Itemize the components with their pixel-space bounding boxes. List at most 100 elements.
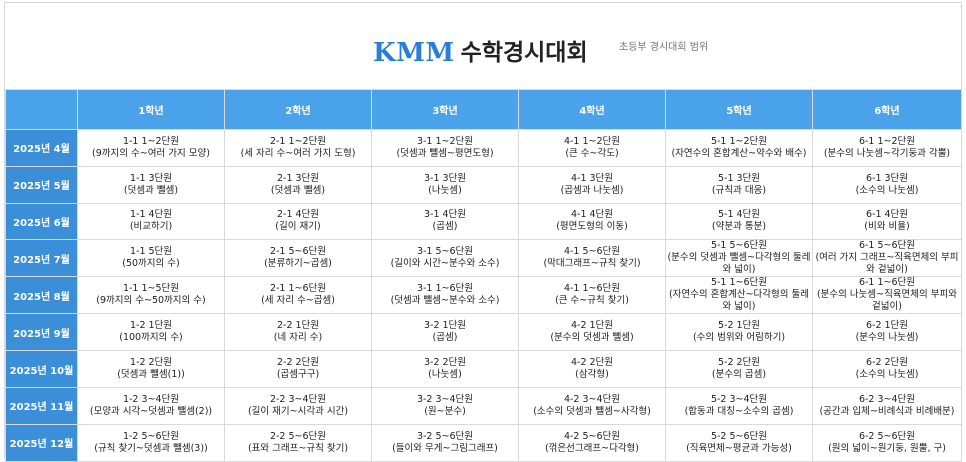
topic-label: (덧셈과 뺄셈) [123, 184, 179, 196]
table-cell: 1-1 4단원 (비교하기) [77, 202, 225, 241]
table-cell: 2-2 5~6단원 (표와 그래프~규칙 찾기) [224, 423, 372, 462]
table-cell: 6-1 1~2단원 (분수의 나눗셈~각기둥과 각뿔) [812, 129, 962, 167]
table-cell: 2-1 1~6단원 (세 자리 수~곱셈) [224, 276, 372, 315]
topic-label: (규칙과 대응) [711, 184, 767, 196]
topic-label: (분류하기~곱셈) [264, 258, 332, 270]
table-cell: 6-1 1~6단원 (분수의 나눗셈~직육면체의 부피와 겉넓이) [812, 276, 962, 315]
topic-label: (소수의 나눗셈) [855, 369, 919, 381]
table-cell: 1-1 1~5단원 (9까지의 수~50까지의 수) [77, 276, 225, 315]
table-cell: 1-2 5~6단원 (규칙 찾기~덧셈과 뺄셈(3)) [77, 423, 225, 462]
unit-label: 1-2 3~4단원 [122, 393, 180, 405]
table-cell: 5-2 2단원 (분수의 곱셈) [665, 350, 813, 388]
table-row: 2025년 5월 1-1 3단원 (덧셈과 뺄셈) 2-1 3단원 (덧셈과 뺄셈) 3-… [5, 165, 962, 204]
table-cell: 4-1 5~6단원 (막대그래프~규칙 찾기) [518, 239, 666, 278]
topic-label: (9까지의 수~여러 가지 모양) [92, 147, 210, 159]
table-cell: 1-1 5단원 (50까지의 수) [77, 239, 225, 278]
table-cell: 3-1 1~6단원 (덧셈과 뺄셈~분수와 소수) [371, 276, 519, 315]
topic-label: (소수의 덧셈과 뺄셈~사각형) [533, 405, 651, 417]
topic-label: (여러 가지 그래프~직육면체의 부피와 겉넓이) [815, 252, 959, 276]
table-corner-cell [5, 89, 78, 130]
topic-label: (분수의 나눗셈~각기둥과 각뿔) [823, 147, 951, 159]
unit-label: 2-1 1~2단원 [269, 135, 327, 147]
topic-label: (원의 넓이~원기둥, 원뿔, 구) [828, 442, 946, 454]
unit-label: 5-1 4단원 [717, 209, 761, 221]
table-cell: 2-1 5~6단원 (분류하기~곱셈) [224, 239, 372, 278]
table-cell: 6-2 3~4단원 (공간과 입체~비례식과 비례배분) [812, 386, 962, 425]
topic-label: (나눗셈) [428, 369, 462, 381]
table-cell: 4-2 1단원 (분수의 덧셈과 뺄셈) [518, 313, 666, 352]
unit-label: 3-1 4단원 [423, 209, 467, 221]
table-row: 2025년 9월 1-2 1단원 (100까지의 수) 2-2 1단원 (네 자리 수)… [5, 313, 962, 352]
topic-label: (소수의 나눗셈) [855, 184, 919, 196]
unit-label: 4-2 3~4단원 [563, 393, 621, 405]
table-cell: 2-1 3단원 (덧셈과 뺄셈) [224, 165, 372, 204]
row-header-month: 2025년 5월 [5, 165, 78, 204]
unit-label: 3-2 5~6단원 [416, 430, 474, 442]
unit-label: 5-2 2단원 [717, 357, 761, 369]
table-row: 2025년 12월 1-2 5~6단원 (규칙 찾기~덧셈과 뺄셈(3)) 2-2 5… [5, 423, 962, 462]
topic-label: (분수의 나눗셈~직육면체의 부피와 겉넓이) [816, 289, 958, 313]
unit-label: 5-1 1~6단원 [710, 277, 768, 289]
unit-label: 1-1 1~2단원 [122, 135, 180, 147]
unit-label: 4-1 3단원 [570, 172, 614, 184]
table-row: 2025년 11월 1-2 3~4단원 (모양과 시각~덧셈과 뺄셈(2)) 2-2 … [5, 386, 962, 425]
unit-label: 4-1 1~2단원 [563, 135, 621, 147]
table-cell: 1-2 3~4단원 (모양과 시각~덧셈과 뺄셈(2)) [77, 386, 225, 425]
unit-label: 3-1 5~6단원 [416, 246, 474, 258]
unit-label: 5-1 5~6단원 [710, 240, 768, 252]
table-row: 2025년 8월 1-1 1~5단원 (9까지의 수~50까지의 수) 2-1 1~6… [5, 276, 962, 315]
column-header: 1학년 [77, 89, 225, 130]
column-header: 6학년 [812, 89, 962, 130]
table-cell: 5-1 3단원 (규칙과 대응) [665, 165, 813, 204]
table-cell: 5-1 4단원 (약분과 통분) [665, 202, 813, 241]
topic-label: (100까지의 수) [119, 332, 183, 344]
unit-label: 4-2 1단원 [570, 320, 614, 332]
unit-label: 1-2 5~6단원 [122, 430, 180, 442]
row-header-month: 2025년 8월 [5, 276, 78, 315]
unit-label: 1-2 1단원 [129, 320, 173, 332]
title-group: KMM 수학경시대회 [373, 33, 588, 67]
table-cell: 4-2 2단원 (삼각형) [518, 350, 666, 388]
table-cell: 3-1 1~2단원 (덧셈과 뺄셈~평면도형) [371, 129, 519, 167]
topic-label: (길이 재기) [275, 221, 321, 233]
unit-label: 5-2 5~6단원 [710, 430, 768, 442]
table-body: 2025년 4월 1-1 1~2단원 (9까지의 수~여러 가지 모양) 2-1 1~… [5, 129, 962, 462]
table-cell: 5-1 1~6단원 (자연수의 혼합계산~다각형의 둘레와 넓이) [665, 276, 813, 315]
topic-label: (원~분수) [424, 405, 466, 417]
topic-label: (삼각형) [575, 369, 609, 381]
unit-label: 6-2 5~6단원 [858, 430, 916, 442]
topic-label: (분수의 덧셈과 뺄셈) [550, 332, 634, 344]
column-header: 3학년 [371, 89, 519, 130]
unit-label: 3-2 1단원 [423, 320, 467, 332]
table-cell: 4-1 1~6단원 (큰 수~규칙 찾기) [518, 276, 666, 315]
row-header-month: 2025년 12월 [5, 423, 78, 462]
unit-label: 2-2 3~4단원 [269, 393, 327, 405]
row-header-month: 2025년 6월 [5, 202, 78, 241]
unit-label: 6-1 1~6단원 [858, 277, 916, 289]
topic-label: (덧셈과 뺄셈(1)) [117, 369, 185, 381]
topic-label: (평면도형의 이동) [556, 221, 628, 233]
unit-label: 3-2 3~4단원 [416, 393, 474, 405]
row-header-month: 2025년 4월 [5, 129, 78, 167]
topic-label: (50까지의 수) [122, 258, 180, 270]
row-header-month: 2025년 10월 [5, 350, 78, 388]
topic-label: (곱셈) [432, 332, 458, 344]
unit-label: 6-2 2단원 [865, 357, 909, 369]
table-row: 2025년 7월 1-1 5단원 (50까지의 수) 2-1 5~6단원 (분류하기~곱… [5, 239, 962, 278]
table-cell: 3-2 1단원 (곱셈) [371, 313, 519, 352]
table-row: 2025년 6월 1-1 4단원 (비교하기) 2-1 4단원 (길이 재기) 3-1 4… [5, 202, 962, 241]
table-cell: 4-1 4단원 (평면도형의 이동) [518, 202, 666, 241]
topic-label: (곱셈구구) [276, 369, 320, 381]
table-cell: 4-2 5~6단원 (꺾은선그래프~다각형) [518, 423, 666, 462]
unit-label: 6-1 3단원 [865, 172, 909, 184]
unit-label: 1-1 5단원 [129, 246, 173, 258]
column-header: 4학년 [518, 89, 666, 130]
table-cell: 2-2 2단원 (곱셈구구) [224, 350, 372, 388]
unit-label: 5-1 1~2단원 [710, 135, 768, 147]
topic-label: (수의 범위와 어림하기) [692, 332, 786, 344]
table-cell: 6-1 4단원 (비와 비율) [812, 202, 962, 241]
table-cell: 1-2 2단원 (덧셈과 뺄셈(1)) [77, 350, 225, 388]
unit-label: 1-2 2단원 [129, 357, 173, 369]
topic-label: (분수의 덧셈과 뺄셈~다각형의 둘레와 넓이) [667, 252, 811, 276]
topic-label: (나눗셈) [428, 184, 462, 196]
